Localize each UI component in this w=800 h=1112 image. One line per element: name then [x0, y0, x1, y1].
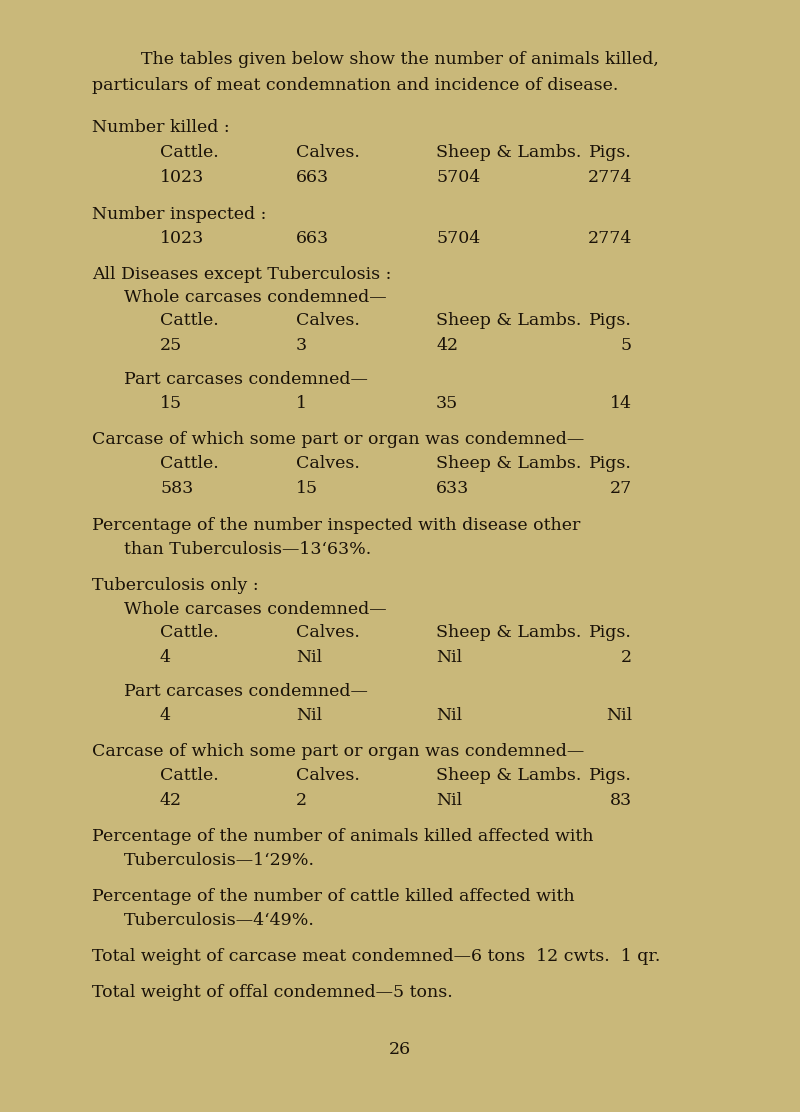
Text: Cattle.: Cattle.: [160, 767, 218, 784]
Text: 83: 83: [610, 792, 632, 810]
Text: 633: 633: [436, 480, 470, 497]
Text: Calves.: Calves.: [296, 143, 360, 161]
Text: Calves.: Calves.: [296, 624, 360, 641]
Text: Cattle.: Cattle.: [160, 312, 218, 329]
Text: 3: 3: [296, 337, 307, 354]
Text: 583: 583: [160, 480, 194, 497]
Text: Pigs.: Pigs.: [589, 312, 632, 329]
Text: Percentage of the number of animals killed affected with: Percentage of the number of animals kill…: [92, 828, 594, 845]
Text: 2774: 2774: [588, 169, 632, 186]
Text: Tuberculosis—4ʻ49%.: Tuberculosis—4ʻ49%.: [124, 912, 315, 929]
Text: Nil: Nil: [436, 707, 462, 724]
Text: 35: 35: [436, 395, 458, 413]
Text: Percentage of the number inspected with disease other: Percentage of the number inspected with …: [92, 517, 580, 534]
Text: 26: 26: [389, 1041, 411, 1058]
Text: Pigs.: Pigs.: [589, 455, 632, 471]
Text: Whole carcases condemned—: Whole carcases condemned—: [124, 600, 386, 618]
Text: Percentage of the number of cattle killed affected with: Percentage of the number of cattle kille…: [92, 888, 574, 905]
Text: Sheep & Lambs.: Sheep & Lambs.: [436, 455, 582, 471]
Text: The tables given below show the number of animals killed,: The tables given below show the number o…: [141, 51, 659, 68]
Text: 4: 4: [160, 649, 171, 666]
Text: All Diseases except Tuberculosis :: All Diseases except Tuberculosis :: [92, 266, 391, 282]
Text: 4: 4: [160, 707, 171, 724]
Text: 2774: 2774: [588, 230, 632, 247]
Text: Whole carcases condemned—: Whole carcases condemned—: [124, 289, 386, 306]
Text: 25: 25: [160, 337, 182, 354]
Text: Pigs.: Pigs.: [589, 767, 632, 784]
Text: Part carcases condemned—: Part carcases condemned—: [124, 683, 368, 699]
Text: Cattle.: Cattle.: [160, 455, 218, 471]
Text: particulars of meat condemnation and incidence of disease.: particulars of meat condemnation and inc…: [92, 77, 618, 95]
Text: 14: 14: [610, 395, 632, 413]
Text: Nil: Nil: [436, 649, 462, 666]
Text: 1023: 1023: [160, 169, 204, 186]
Text: 15: 15: [296, 480, 318, 497]
Text: Nil: Nil: [296, 707, 322, 724]
Text: Pigs.: Pigs.: [589, 143, 632, 161]
Text: Sheep & Lambs.: Sheep & Lambs.: [436, 767, 582, 784]
Text: 1: 1: [296, 395, 307, 413]
Text: Nil: Nil: [296, 649, 322, 666]
Text: Pigs.: Pigs.: [589, 624, 632, 641]
Text: Calves.: Calves.: [296, 767, 360, 784]
Text: Sheep & Lambs.: Sheep & Lambs.: [436, 143, 582, 161]
Text: Total weight of carcase meat condemned—6 tons  12 cwts.  1 qr.: Total weight of carcase meat condemned—6…: [92, 949, 660, 965]
Text: 663: 663: [296, 230, 329, 247]
Text: Tuberculosis—1ʻ29%.: Tuberculosis—1ʻ29%.: [124, 852, 315, 868]
Text: Calves.: Calves.: [296, 455, 360, 471]
Text: Part carcases condemned—: Part carcases condemned—: [124, 371, 368, 388]
Text: Total weight of offal condemned—5 tons.: Total weight of offal condemned—5 tons.: [92, 984, 453, 1001]
Text: 5704: 5704: [436, 230, 480, 247]
Text: 42: 42: [436, 337, 458, 354]
Text: Calves.: Calves.: [296, 312, 360, 329]
Text: Number killed :: Number killed :: [92, 119, 230, 136]
Text: 5: 5: [621, 337, 632, 354]
Text: Carcase of which some part or organ was condemned—: Carcase of which some part or organ was …: [92, 431, 584, 448]
Text: Cattle.: Cattle.: [160, 624, 218, 641]
Text: 663: 663: [296, 169, 329, 186]
Text: Number inspected :: Number inspected :: [92, 206, 266, 224]
Text: than Tuberculosis—13ʻ63%.: than Tuberculosis—13ʻ63%.: [124, 542, 371, 558]
Text: 42: 42: [160, 792, 182, 810]
Text: Sheep & Lambs.: Sheep & Lambs.: [436, 312, 582, 329]
Text: Cattle.: Cattle.: [160, 143, 218, 161]
Text: Nil: Nil: [606, 707, 632, 724]
Text: 2: 2: [296, 792, 307, 810]
Text: Tuberculosis only :: Tuberculosis only :: [92, 577, 258, 594]
Text: 5704: 5704: [436, 169, 480, 186]
Text: 2: 2: [621, 649, 632, 666]
Text: 27: 27: [610, 480, 632, 497]
Text: Sheep & Lambs.: Sheep & Lambs.: [436, 624, 582, 641]
Text: Nil: Nil: [436, 792, 462, 810]
Text: 15: 15: [160, 395, 182, 413]
Text: Carcase of which some part or organ was condemned—: Carcase of which some part or organ was …: [92, 743, 584, 759]
Text: 1023: 1023: [160, 230, 204, 247]
